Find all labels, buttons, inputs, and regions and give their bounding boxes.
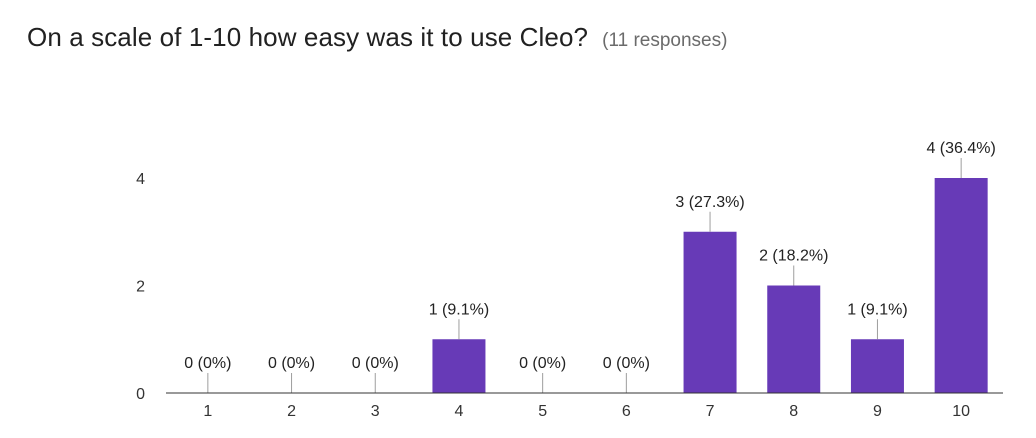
x-tick-label: 2 — [287, 403, 296, 420]
data-label: 0 (0%) — [184, 355, 231, 372]
x-tick-label: 7 — [706, 403, 715, 420]
data-label: 0 (0%) — [603, 355, 650, 372]
x-tick-label: 6 — [622, 403, 631, 420]
data-label: 2 (18.2%) — [759, 248, 828, 265]
bar — [767, 285, 821, 393]
data-label: 1 (9.1%) — [847, 301, 907, 318]
data-label: 1 (9.1%) — [429, 301, 489, 318]
data-label: 4 (36.4%) — [926, 140, 995, 157]
data-label: 0 (0%) — [268, 355, 315, 372]
bar — [850, 339, 904, 393]
x-tick-label: 3 — [371, 403, 380, 420]
x-tick-label: 1 — [203, 403, 212, 420]
x-tick-label: 8 — [789, 403, 798, 420]
data-label: 0 (0%) — [519, 355, 566, 372]
data-label: 0 (0%) — [352, 355, 399, 372]
x-tick-label: 10 — [952, 403, 970, 420]
bar — [432, 339, 486, 393]
bar — [934, 178, 988, 393]
y-tick-label: 4 — [136, 171, 145, 188]
response-count: (11 responses) — [602, 30, 728, 51]
y-tick-label: 2 — [136, 279, 145, 296]
y-tick-label: 0 — [136, 386, 145, 403]
x-tick-label: 9 — [873, 403, 882, 420]
chart-title: On a scale of 1-10 how easy was it to us… — [27, 22, 589, 52]
x-tick-label: 4 — [454, 403, 463, 420]
bar — [683, 231, 737, 393]
data-label: 3 (27.3%) — [675, 194, 744, 211]
chart-header: On a scale of 1-10 how easy was it to us… — [27, 22, 727, 53]
x-tick-label: 5 — [538, 403, 547, 420]
